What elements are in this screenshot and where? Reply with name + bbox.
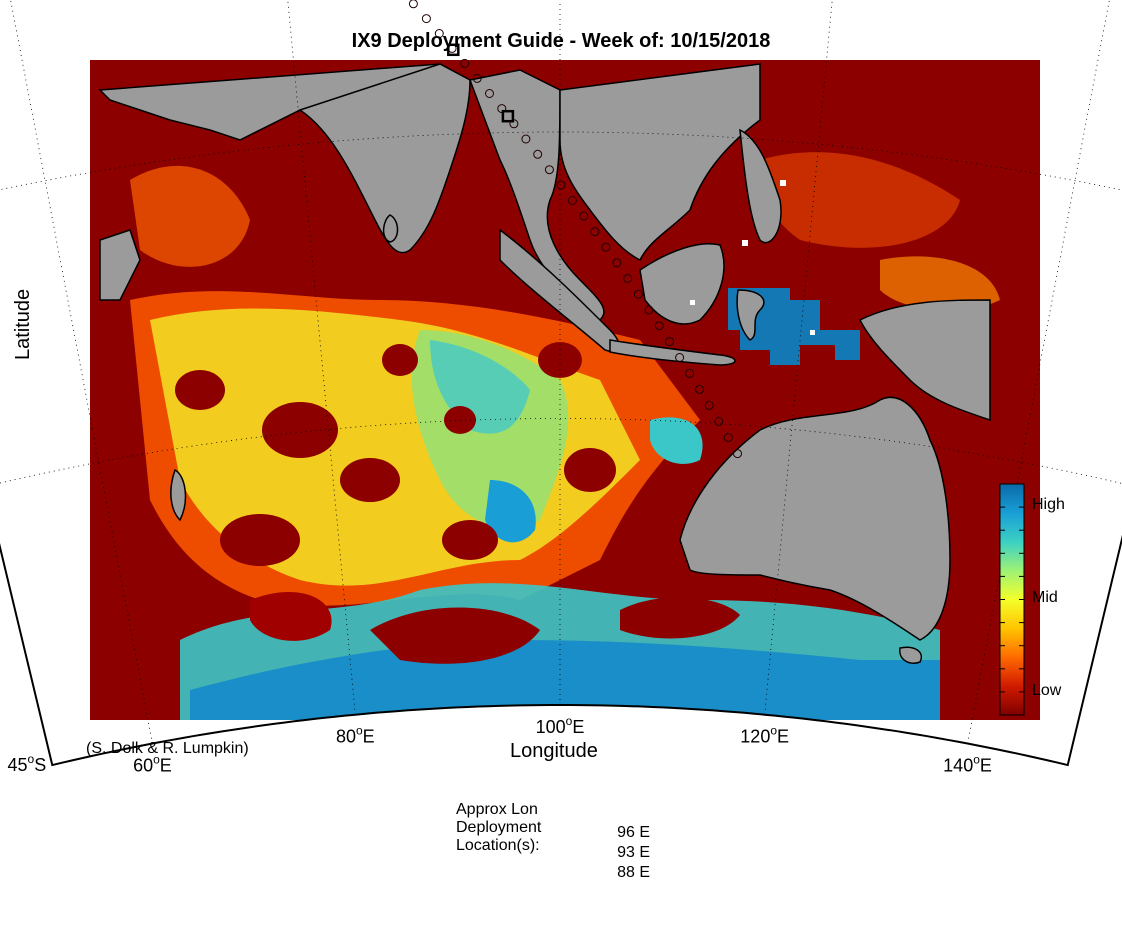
colorbar (999, 483, 1025, 716)
land-new-guinea (858, 299, 991, 422)
route-waypoint (612, 258, 622, 268)
colorbar-label-mid: Mid (1032, 589, 1058, 606)
route-waypoint (633, 289, 643, 299)
route-waypoint (579, 211, 589, 221)
field-north-orange-3 (880, 256, 1000, 311)
route-waypoint (567, 196, 577, 205)
deployment-location-value: 93 E (617, 844, 650, 861)
route-waypoint (601, 242, 611, 252)
route-waypoint (723, 433, 733, 442)
land-indochina (559, 63, 761, 262)
ship-route[interactable] (0, 0, 742, 459)
field-south-blue (190, 640, 940, 720)
longitude-tick-label: 60oE (133, 753, 172, 776)
route-waypoint (408, 0, 418, 9)
route-waypoint (623, 274, 633, 283)
info-heading-line: Deployment (456, 819, 542, 836)
credit-text: (S. Dolk & R. Lumpkin) (86, 740, 249, 757)
route-waypoint (460, 58, 470, 68)
graticule (0, 0, 1122, 744)
route-waypoint (665, 337, 674, 347)
land-madagascar (170, 468, 187, 522)
deployment-locations: 96 E 93 E 88 E (612, 823, 650, 883)
field-timor-cyan (650, 417, 703, 464)
colorbar-label-low: Low (1032, 682, 1062, 699)
route-waypoint (675, 353, 685, 362)
route-waypoint (704, 400, 714, 410)
x-axis-label: Longitude (510, 740, 598, 762)
route-waypoint (472, 73, 482, 83)
route-waypoint (485, 89, 494, 98)
route-waypoint (654, 321, 664, 331)
colorbar-label-high: High (1032, 496, 1065, 513)
route-waypoint (644, 305, 654, 315)
route-waypoint (544, 165, 554, 175)
info-heading-line: Approx Lon (456, 801, 538, 818)
deployment-marker (447, 43, 460, 57)
route-waypoint (434, 29, 444, 38)
route-waypoint (733, 449, 742, 459)
land-tasmania (899, 646, 922, 664)
field-south-dark-3 (250, 591, 332, 641)
route-waypoint (521, 134, 531, 144)
latitude-tick-labels: 30oN15oN0o15oS30oS45oS (8, 752, 47, 775)
route-waypoint (714, 416, 724, 426)
colorbar-ticks (1000, 483, 1024, 716)
longitude-tick-label: 100oE (536, 714, 585, 737)
land-sulawesi (736, 289, 765, 341)
route-waypoint (556, 180, 566, 190)
route-waypoint (421, 14, 431, 24)
land (98, 63, 991, 664)
longitude-tick-label: 120oE (740, 724, 789, 747)
land-africa-horn (99, 229, 141, 301)
land-java (609, 339, 736, 366)
field-south-dark (370, 607, 540, 664)
route-waypoint (590, 227, 600, 237)
map-title: IX9 Deployment Guide - Week of: 10/15/20… (351, 30, 771, 52)
route-waypoint (533, 149, 543, 159)
field-cyan-2 (485, 480, 536, 543)
longitude-tick-labels: 60oE 80oE 100oE 120oE 140oE (133, 714, 992, 776)
field-south-dark-2 (620, 597, 740, 639)
land-sri-lanka (382, 214, 399, 243)
land-philippines (739, 128, 782, 244)
map-frame (0, 534, 1122, 767)
missing-data-dots (690, 180, 815, 335)
route-waypoint (695, 384, 704, 394)
graticule-parallel (0, 131, 1122, 191)
field-north-orange-2 (760, 152, 960, 248)
deployment-marker (501, 109, 515, 123)
longitude-tick-label: 80oE (336, 724, 375, 747)
latitude-tick-label: 45oS (8, 752, 47, 775)
deployment-location-value: 88 E (617, 864, 650, 881)
y-axis-label: Latitude (12, 288, 34, 360)
deployment-info-heading: Approx Lon Deployment Location(s): (456, 801, 541, 855)
land-india (298, 63, 471, 254)
land-australia (679, 396, 951, 641)
field-north-orange (130, 165, 250, 267)
route-waypoint (685, 368, 695, 378)
land-borneo (639, 243, 725, 325)
map-area[interactable] (90, 60, 1040, 720)
longitude-tick-label: 140oE (943, 753, 992, 776)
field-dark-patches (175, 342, 616, 566)
ocean-field (130, 152, 1000, 720)
deployment-location-value: 96 E (617, 824, 650, 841)
info-heading-line: Location(s): (456, 837, 540, 854)
